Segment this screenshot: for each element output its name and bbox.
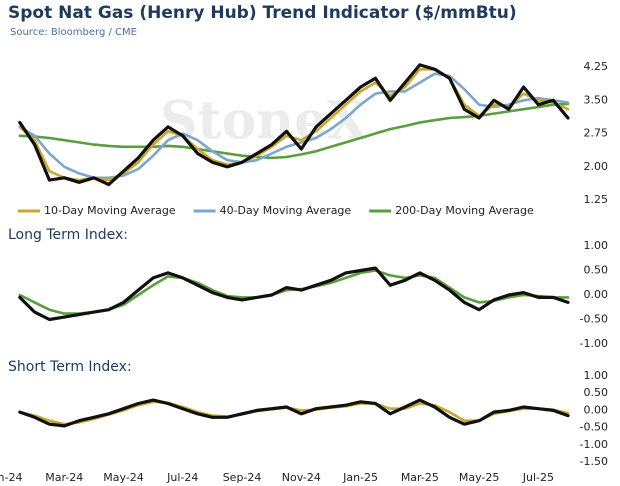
panel-title: Long Term Index: bbox=[8, 227, 128, 243]
series-line bbox=[18, 400, 570, 426]
x-tick-label: Nov-24 bbox=[282, 471, 321, 484]
chart-title: Spot Nat Gas (Henry Hub) Trend Indicator… bbox=[8, 3, 517, 23]
x-tick-label: Jul-24 bbox=[166, 471, 198, 484]
y-tick-label: -0.50 bbox=[580, 313, 608, 326]
y-tick-label: -1.00 bbox=[580, 337, 608, 350]
y-tick-label: 2.75 bbox=[584, 127, 609, 140]
x-tick-label: Jul-25 bbox=[522, 471, 554, 484]
y-tick-label: 0.50 bbox=[584, 386, 609, 399]
x-tick-label: May-24 bbox=[103, 471, 144, 484]
y-tick-label: 0.00 bbox=[584, 288, 609, 301]
y-tick-label: 1.00 bbox=[584, 369, 609, 382]
series-line bbox=[18, 398, 570, 428]
panel-title: Short Term Index: bbox=[8, 359, 132, 375]
series-line bbox=[18, 63, 570, 187]
x-tick-label: Mar-25 bbox=[401, 471, 439, 484]
series-line bbox=[18, 266, 570, 322]
legend-label: 40-Day Moving Average bbox=[220, 204, 352, 217]
legend-label: 10-Day Moving Average bbox=[44, 204, 176, 217]
y-tick-label: -1.50 bbox=[580, 455, 608, 468]
x-tick-label: Sep-24 bbox=[223, 471, 262, 484]
series-line bbox=[18, 72, 570, 180]
y-tick-label: 3.50 bbox=[584, 93, 609, 106]
chart-subtitle: Source: Bloomberg / CME bbox=[10, 27, 137, 38]
x-tick-label: Jan-24 bbox=[0, 471, 22, 484]
y-tick-label: -1.00 bbox=[580, 438, 608, 451]
x-tick-label: May-25 bbox=[459, 471, 500, 484]
y-tick-label: -0.50 bbox=[580, 421, 608, 434]
y-tick-label: 0.50 bbox=[584, 264, 609, 277]
y-tick-label: 0.00 bbox=[584, 403, 609, 416]
x-tick-label: Mar-24 bbox=[45, 471, 83, 484]
y-tick-label: 2.00 bbox=[584, 160, 609, 173]
y-tick-label: 4.25 bbox=[584, 60, 609, 73]
watermark: StoneX bbox=[160, 91, 368, 152]
x-tick-label: Jan-25 bbox=[342, 471, 378, 484]
legend-label: 200-Day Moving Average bbox=[395, 204, 534, 217]
y-tick-label: 1.00 bbox=[584, 239, 609, 252]
y-tick-label: 1.25 bbox=[584, 193, 609, 206]
